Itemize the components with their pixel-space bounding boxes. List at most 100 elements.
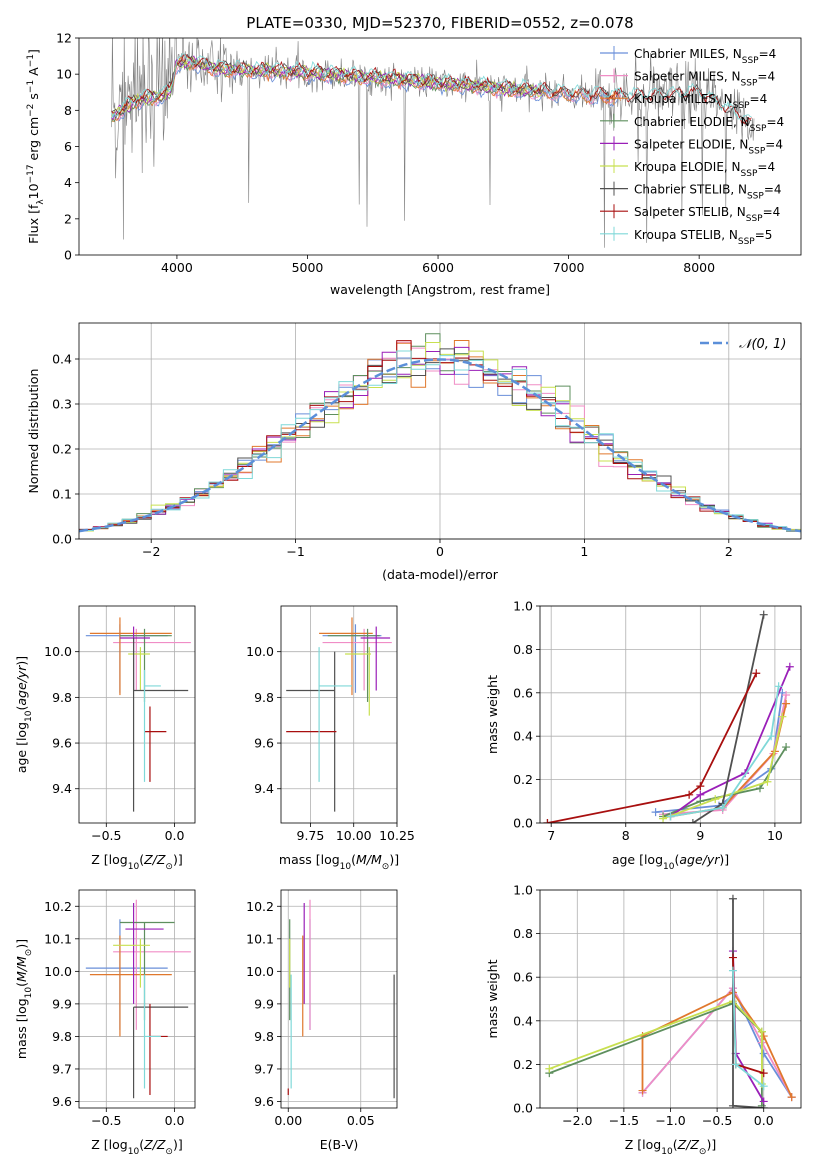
y-tick-label: 10.0 (44, 964, 72, 979)
y-axis-label-part: 10 (26, 183, 41, 199)
weight-vs-Z-frame (539, 889, 802, 1109)
x-tick-label: 5000 (292, 260, 324, 275)
x-axis-label-part: 10 (128, 1147, 140, 1157)
weight-series-line (670, 686, 780, 818)
x-axis-label-part: ⊙ (382, 862, 390, 872)
weight-vs-Z-axes: −2.0 −1.5 −1.0 −0.5 0.0 0.0 0.2 0.4 0.6 0.8 1.0 (513, 883, 801, 1128)
y-axis-label-part: 10 (24, 710, 34, 722)
legend-label-part: Kroupa STELIB, N (634, 228, 738, 242)
weight-point-marker (767, 732, 776, 741)
y-axis-label-part: M/M (14, 956, 29, 982)
y-axis-label-part: ( (14, 706, 29, 711)
x-tick-label: 7 (547, 828, 555, 843)
y-axis-label: Normed distribution (26, 369, 41, 494)
y-tick-label: 0.0 (513, 816, 533, 831)
age-vs-Z-frame (78, 605, 196, 824)
legend-label-part: Chabrier MILES, N (634, 47, 742, 61)
weight-point-marker (787, 1093, 796, 1102)
x-tick-label: −0.5 (702, 1113, 732, 1128)
weight-point-marker (696, 790, 705, 799)
weight-point-marker (659, 814, 668, 823)
y-axis-label-part: −17 (26, 164, 36, 183)
y-axis-label-part: ⊙ (24, 949, 34, 957)
weight-point-marker (755, 784, 764, 793)
x-axis-label-part: )] (173, 852, 183, 867)
y-axis-label-part: )] (14, 939, 29, 949)
y-tick-label: 9.8 (52, 1029, 72, 1044)
mass-vs-ebv-plot (287, 899, 395, 1099)
y-axis-label-part: λ (36, 199, 46, 205)
legend-label-part: SSP (747, 192, 764, 202)
y-tick-label: 0.1 (52, 487, 72, 502)
y-tick-label: 9.6 (52, 736, 72, 751)
x-tick-label: 0.0 (754, 1113, 774, 1128)
weight-point-marker (543, 819, 552, 823)
weight-point-marker (728, 1101, 737, 1108)
weight-series-line (669, 666, 791, 818)
x-tick-label: 9.75 (297, 828, 325, 843)
age-vs-mass-plot (286, 617, 392, 812)
y-tick-label: 0.4 (513, 1013, 533, 1028)
x-tick-label: 1 (580, 544, 588, 559)
weight-point-marker (759, 610, 768, 619)
x-axis-label-part: ⊙ (699, 1147, 707, 1157)
weight-point-marker (763, 777, 772, 786)
y-axis-label-part: age [log (14, 722, 29, 773)
x-tick-label: −1.0 (655, 1113, 685, 1128)
y-tick-label: 10.2 (246, 899, 274, 914)
legend-label-part: =4 (757, 160, 775, 174)
y-tick-label: 0.0 (513, 1101, 533, 1116)
x-axis-label-part: 10 (663, 862, 675, 872)
weight-series-line (548, 1000, 763, 1084)
legend-label-part: SSP (733, 101, 750, 111)
y-tick-label: 0.0 (52, 532, 72, 547)
y-tick-label: 8 (64, 103, 72, 118)
weight-point-marker (757, 1101, 766, 1108)
x-axis-label-part: age/yr (679, 852, 720, 867)
weight-point-marker (728, 894, 737, 903)
x-axis-label-part: ( (351, 852, 356, 867)
x-axis-label: E(B-V) (320, 1137, 359, 1152)
legend-label-part: =4 (757, 70, 775, 84)
weight-series-line (547, 672, 758, 823)
weight-vs-age-plot (543, 610, 794, 823)
y-tick-label: 0.3 (52, 397, 72, 412)
x-tick-label: 2 (725, 544, 733, 559)
weight-point-marker (782, 699, 791, 708)
x-axis-label: (data-model)/error (382, 567, 499, 582)
y-axis-label-part: )] (14, 656, 29, 666)
weight-point-marker (731, 1060, 740, 1069)
residuals-plot (79, 333, 801, 534)
x-tick-label: −2 (142, 544, 160, 559)
x-tick-label: 0.0 (165, 1113, 185, 1128)
x-tick-label: 10.25 (379, 828, 415, 843)
x-tick-label: −1.5 (609, 1113, 639, 1128)
weight-point-marker (688, 819, 697, 823)
x-axis-label-part: ( (139, 852, 144, 867)
y-tick-label: 1.0 (513, 599, 533, 614)
legend-label-part: =4 (766, 115, 784, 129)
x-tick-label: −2.0 (562, 1113, 592, 1128)
weight-point-marker (685, 790, 694, 799)
mass-vs-Z-plot (85, 899, 191, 1099)
weight-point-marker (752, 669, 761, 678)
x-axis-label-part: ⊙ (165, 862, 173, 872)
weight-point-marker (759, 1069, 768, 1078)
legend-label-part: SSP (741, 169, 758, 179)
x-tick-label: 8 (622, 828, 630, 843)
y-axis-label: mass [log10(M/M⊙)] (14, 939, 34, 1059)
y-axis-label-part: mass [log (14, 998, 29, 1059)
y-tick-label: 9.4 (254, 781, 274, 796)
model-spectrum-line (111, 60, 622, 122)
mass-vs-ebv-frame (280, 889, 398, 1109)
legend-label-part: Kroupa MILES, N (634, 92, 733, 106)
x-tick-label: 0 (436, 544, 444, 559)
x-axis-label-part: mass [log (279, 852, 340, 867)
weight-point-marker (545, 1064, 554, 1073)
y-tick-label: 6 (64, 139, 72, 154)
x-axis-label-part: )] (389, 852, 399, 867)
y-axis-label-part: age/yr (14, 665, 29, 706)
x-axis-label-part: Z [log (625, 1137, 661, 1152)
weight-series-line (548, 1002, 763, 1106)
